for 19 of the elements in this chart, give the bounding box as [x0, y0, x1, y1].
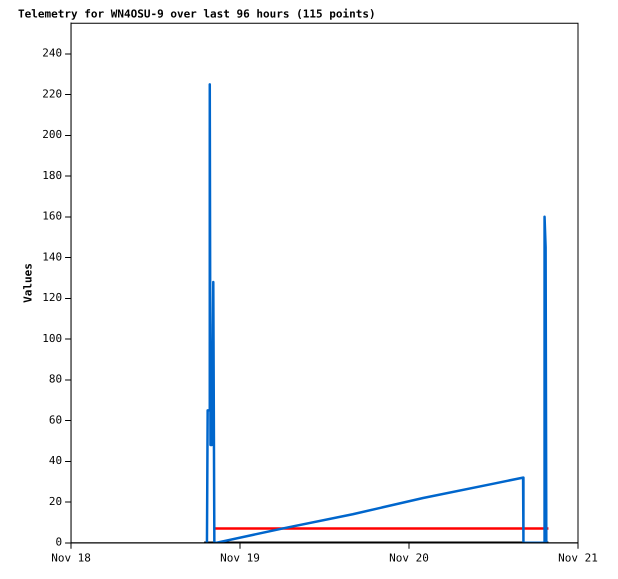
x-tick-label: Nov 20: [389, 551, 429, 564]
y-tick-label: 60: [48, 413, 62, 426]
y-tick-label: 240: [42, 46, 62, 60]
y-tick-label: 20: [48, 494, 62, 508]
y-tick-label: 0: [55, 536, 62, 549]
y-tick-label: 140: [42, 250, 62, 264]
y-tick-label: 160: [42, 210, 62, 223]
y-tick-label: 120: [42, 291, 62, 304]
y-tick-label: 220: [42, 87, 62, 100]
x-tick-label: Nov 18: [51, 551, 91, 564]
y-tick-label: 40: [48, 454, 62, 468]
y-tick-label: 180: [42, 168, 62, 182]
y-tick-label: 100: [42, 332, 62, 345]
y-tick-label: 200: [42, 128, 62, 142]
y-axis-title: Values: [21, 263, 34, 303]
chart-title: Telemetry for WN4OSU-9 over last 96 hours (115 points): [18, 7, 376, 20]
x-tick-label: Nov 21: [558, 551, 598, 564]
x-tick-label: Nov 19: [220, 551, 260, 564]
y-tick-label: 80: [48, 372, 62, 386]
